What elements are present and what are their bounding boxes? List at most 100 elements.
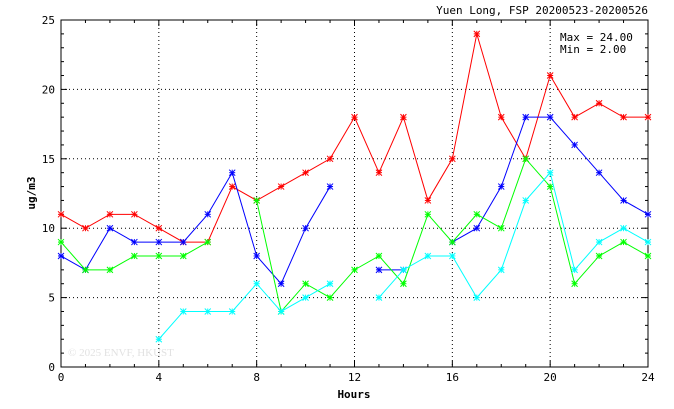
data-point <box>302 169 309 177</box>
data-point <box>131 238 138 246</box>
data-point <box>155 252 163 260</box>
data-point <box>546 72 554 79</box>
data-point <box>400 266 407 274</box>
data-point <box>204 308 212 315</box>
data-point <box>522 155 530 163</box>
data-point <box>277 308 285 315</box>
data-point <box>644 113 652 121</box>
data-point <box>302 224 309 232</box>
data-point <box>644 238 652 246</box>
series-2 <box>57 155 652 315</box>
data-point <box>326 294 334 301</box>
data-point <box>497 113 505 121</box>
data-point <box>375 169 383 177</box>
data-point <box>546 169 554 177</box>
data-point <box>253 280 261 288</box>
x-tick-label: 12 <box>348 371 361 384</box>
data-point <box>497 224 505 232</box>
data-point <box>400 113 407 121</box>
data-point <box>204 238 212 246</box>
x-tick-label: 4 <box>156 371 163 384</box>
data-point <box>253 197 261 204</box>
data-point <box>375 252 383 260</box>
data-point <box>131 252 138 260</box>
series-line <box>452 116 649 243</box>
data-point <box>204 210 212 218</box>
data-point <box>522 113 530 121</box>
data-point <box>179 308 187 315</box>
data-point <box>546 113 554 121</box>
data-point <box>620 238 627 246</box>
data-point <box>375 294 383 301</box>
data-point <box>326 280 334 288</box>
data-point <box>620 113 627 121</box>
data-point <box>497 183 505 190</box>
data-point <box>571 266 578 274</box>
x-tick-label: 24 <box>641 371 655 384</box>
axis-ticks: 0 4 8 12 16 20 24 0 5 10 15 20 25 <box>42 14 655 384</box>
data-point <box>277 183 285 190</box>
data-point <box>473 30 481 38</box>
data-point <box>497 266 505 274</box>
y-tick-label: 10 <box>42 222 55 235</box>
x-tick-label: 0 <box>58 371 65 384</box>
data-point <box>326 183 334 190</box>
data-point <box>155 335 163 343</box>
data-point <box>302 280 309 288</box>
data-point <box>424 197 432 204</box>
data-point <box>106 210 114 218</box>
y-tick-label: 5 <box>48 292 55 305</box>
data-point <box>620 224 627 232</box>
data-point <box>302 294 309 301</box>
data-point <box>595 169 603 177</box>
data-point <box>448 252 456 260</box>
watermark: © 2025 ENVF, HKUST <box>68 347 174 359</box>
x-axis-label: Hours <box>337 388 370 401</box>
data-point <box>57 210 65 218</box>
data-point <box>351 266 358 274</box>
data-point <box>155 238 163 246</box>
data-point <box>546 183 554 190</box>
chart-title: Yuen Long, FSP 20200523-20200526 <box>436 4 648 17</box>
data-point <box>82 266 89 274</box>
stat-max: Max = 24.00 <box>560 31 633 44</box>
data-point <box>155 224 163 232</box>
data-point <box>448 238 456 246</box>
data-point <box>326 155 334 163</box>
x-tick-label: 20 <box>544 371 557 384</box>
data-point <box>522 197 530 204</box>
data-point <box>57 238 65 246</box>
x-tick-label: 8 <box>253 371 260 384</box>
data-point <box>228 169 236 177</box>
data-point <box>595 99 603 107</box>
data-point <box>57 252 65 260</box>
series-line <box>60 171 331 285</box>
data-point <box>571 113 578 121</box>
data-point <box>473 294 481 301</box>
y-tick-label: 25 <box>42 14 55 27</box>
data-point <box>131 210 138 218</box>
data-point <box>375 266 383 274</box>
series-3 <box>155 169 652 343</box>
data-point <box>277 280 285 288</box>
grid <box>61 20 648 367</box>
data-point <box>424 210 432 218</box>
data-point <box>228 183 236 190</box>
data-point <box>351 113 358 121</box>
x-tick-label: 16 <box>446 371 459 384</box>
data-point <box>595 238 603 246</box>
series-line <box>378 171 649 299</box>
series-line <box>158 282 331 340</box>
y-tick-label: 0 <box>48 361 55 374</box>
data-point <box>448 155 456 163</box>
data-point <box>400 280 407 288</box>
stat-min: Min = 2.00 <box>560 43 626 56</box>
y-tick-label: 20 <box>42 83 55 96</box>
y-axis-label: ug/m3 <box>25 176 38 209</box>
data-point <box>424 252 432 260</box>
data-point <box>571 141 578 149</box>
data-point <box>179 238 187 246</box>
data-point <box>620 197 627 204</box>
data-point <box>179 252 187 260</box>
